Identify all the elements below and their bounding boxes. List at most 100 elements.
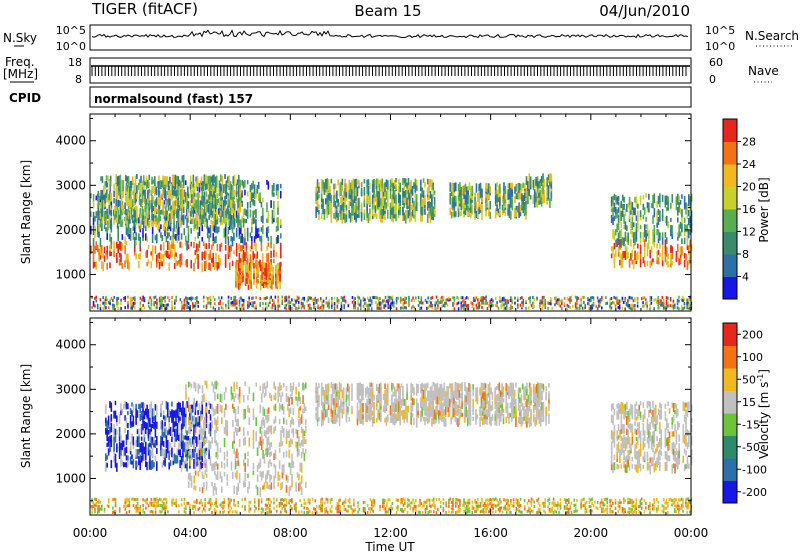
range-gate-cell: [296, 298, 299, 302]
range-gate-cell: [356, 412, 359, 420]
range-gate-cell: [105, 213, 108, 220]
range-gate-cell: [120, 213, 123, 221]
range-gate-cell: [288, 306, 290, 310]
range-gate-cell: [390, 302, 392, 306]
range-gate-cell: [680, 307, 683, 311]
freq-label: Freq.: [5, 55, 35, 69]
range-gate-cell: [266, 268, 269, 277]
range-gate-cell: [489, 299, 492, 303]
range-gate-cell: [429, 206, 432, 213]
range-gate-cell: [205, 296, 208, 300]
range-gate-cell: [678, 230, 680, 238]
range-gate-cell: [634, 196, 636, 203]
range-gate-cell: [106, 462, 109, 468]
range-gate-cell: [612, 228, 614, 239]
range-gate-cell: [125, 434, 128, 441]
range-gate-cell: [422, 208, 425, 215]
range-gate-cell: [133, 224, 136, 234]
range-gate-cell: [426, 178, 429, 185]
range-gate-cell: [202, 241, 205, 247]
range-gate-cell: [267, 236, 270, 242]
range-gate-cell: [358, 209, 360, 216]
range-gate-cell: [233, 299, 235, 303]
range-gate-cell: [105, 219, 108, 224]
range-gate-cell: [141, 214, 144, 223]
range-gate-cell: [320, 202, 323, 207]
range-gate-cell: [342, 296, 344, 300]
range-gate-cell: [471, 185, 474, 195]
range-gate-cell: [336, 296, 339, 300]
range-gate-cell: [673, 303, 676, 307]
range-gate-cell: [395, 194, 397, 205]
range-gate-cell: [463, 202, 465, 212]
range-gate-cell: [337, 390, 340, 395]
range-gate-cell: [132, 459, 135, 469]
range-gate-cell: [521, 201, 523, 209]
range-gate-cell: [125, 174, 127, 182]
range-gate-cell: [344, 187, 346, 197]
range-gate-cell: [204, 195, 207, 203]
range-gate-cell: [501, 296, 504, 300]
range-gate-cell: [198, 406, 201, 411]
range-gate-cell: [116, 253, 118, 263]
range-gate-cell: [330, 178, 333, 184]
range-gate-cell: [614, 229, 617, 236]
range-gate-cell: [501, 204, 504, 211]
range-gate-cell: [179, 298, 182, 302]
range-gate-cell: [404, 195, 407, 205]
velocity-heatmap: [90, 380, 693, 515]
range-gate-cell: [197, 421, 199, 427]
range-gate-cell: [205, 406, 208, 413]
range-gate-cell: [171, 303, 173, 307]
range-gate-cell: [368, 303, 370, 307]
range-gate-cell: [325, 301, 328, 305]
range-gate-cell: [280, 438, 282, 447]
range-gate-cell: [398, 200, 400, 210]
range-gate-cell: [285, 436, 288, 445]
range-gate-cell: [431, 306, 434, 310]
colorbar-tick-label: 12: [742, 226, 756, 239]
range-gate-cell: [247, 458, 249, 467]
range-gate-cell: [116, 189, 119, 200]
range-gate-cell: [657, 306, 660, 310]
range-gate-cell: [214, 203, 217, 209]
range-gate-cell: [162, 199, 164, 210]
range-gate-cell: [277, 386, 280, 395]
range-gate-cell: [147, 179, 149, 188]
range-gate-cell: [410, 190, 413, 199]
range-gate-cell: [623, 225, 625, 230]
range-gate-cell: [471, 204, 474, 213]
range-gate-cell: [295, 386, 297, 395]
range-gate-cell: [139, 304, 142, 308]
range-gate-cell: [121, 408, 124, 415]
range-gate-cell: [632, 236, 635, 244]
range-gate-cell: [503, 303, 505, 307]
range-gate-cell: [131, 410, 133, 417]
range-gate-cell: [153, 188, 156, 196]
range-gate-cell: [125, 208, 127, 214]
range-gate-cell: [325, 384, 327, 390]
range-gate-cell: [136, 410, 139, 418]
range-gate-cell: [170, 209, 173, 217]
range-gate-cell: [201, 471, 204, 479]
range-gate-cell: [189, 210, 192, 217]
range-gate-cell: [302, 438, 304, 447]
range-gate-cell: [678, 295, 680, 299]
range-gate-cell: [297, 304, 300, 308]
range-gate-cell: [185, 459, 187, 465]
range-gate-cell: [377, 198, 379, 208]
range-gate-cell: [237, 482, 240, 492]
range-gate-cell: [259, 236, 261, 242]
range-gate-cell: [242, 236, 245, 246]
range-gate-cell: [472, 303, 475, 307]
range-gate-cell: [267, 407, 270, 414]
range-gate-cell: [657, 217, 660, 226]
range-gate-cell: [131, 402, 133, 407]
range-gate-cell: [196, 299, 198, 303]
range-gate-cell: [467, 205, 469, 213]
range-gate-cell: [322, 299, 325, 303]
range-gate-cell: [264, 276, 266, 282]
range-gate-cell: [273, 258, 275, 264]
range-gate-cell: [541, 298, 544, 302]
range-gate-cell: [115, 209, 118, 218]
